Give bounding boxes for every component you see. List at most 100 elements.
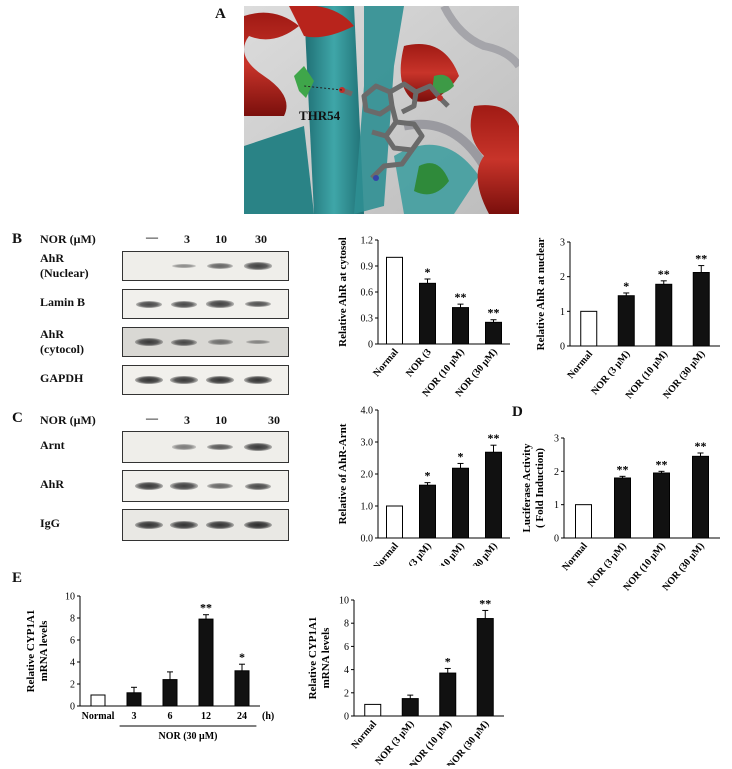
category-label: Normal (371, 347, 401, 379)
blot-b-lane-4: 30 (255, 232, 267, 246)
category-label: 12 (201, 711, 211, 722)
blot-strip (122, 365, 289, 395)
blot-band (207, 339, 233, 345)
significance-mark: ** (617, 462, 629, 476)
y-tick-label: 0 (344, 712, 349, 723)
blot-band (206, 376, 234, 384)
y-tick-label: 4 (344, 665, 349, 676)
chart-e-dose: 0 2 4 6 8 10 Relative CYP1A1 mRNA levels NormalN… (307, 596, 504, 766)
y-tick-label: 8 (344, 619, 349, 630)
y-tick-label: 0.9 (361, 262, 374, 273)
blot-strip (122, 251, 289, 281)
y-tick-label: 1 (560, 307, 565, 318)
blot-band (171, 263, 197, 269)
y-tick-label: 1.0 (361, 502, 374, 513)
blot-band (135, 482, 163, 490)
panel-label-e: E (12, 570, 23, 586)
bar (386, 505, 403, 539)
bar (162, 679, 178, 707)
chart-c-ahr-arnt: 0.0 1.0 2.0 3.0 4.0 Relative of AhR-Arnt Norma… (337, 406, 510, 566)
y-tick-label: 2 (70, 680, 75, 691)
blot-band (170, 300, 198, 308)
y-tick-label: 2 (344, 688, 349, 699)
bar (126, 692, 142, 707)
beta-strand-shape (304, 6, 364, 214)
significance-mark: ** (695, 439, 707, 453)
blot-band (135, 300, 163, 308)
significance-mark: * (239, 650, 245, 664)
significance-mark: ** (200, 601, 212, 615)
bar (485, 321, 502, 345)
significance-mark: ** (455, 290, 467, 304)
significance-mark: ** (479, 596, 491, 610)
y-axis-label: Relative AhR at cytosol (337, 237, 349, 347)
blot-c-lane-3: 10 (215, 413, 227, 427)
category-label: Normal (82, 711, 115, 722)
bar (575, 504, 592, 539)
bar (692, 272, 710, 347)
y-tick-label: 4.0 (361, 406, 374, 417)
significance-mark: ** (695, 252, 707, 266)
blot-row-label: AhR (cytocol) (40, 327, 84, 356)
blot-row-label: AhR (40, 477, 65, 491)
y-tick-label: 6 (344, 642, 349, 653)
protein-structure-image (244, 6, 519, 214)
bar (234, 670, 250, 707)
blot-band (244, 262, 272, 270)
significance-mark: ** (658, 267, 670, 281)
blot-b-lane-3: 10 (215, 232, 227, 246)
group-label: NOR (30 μM) (159, 731, 218, 742)
significance-mark: * (445, 654, 451, 668)
y-tick-label: 10 (339, 596, 349, 607)
y-tick-label: 4 (70, 658, 75, 669)
bar (580, 310, 598, 347)
panel-label-b: B (12, 231, 23, 247)
blot-band (206, 521, 234, 529)
blot-band (244, 482, 272, 490)
bar (419, 484, 436, 539)
blot-c-nor-label: NOR (μM) (40, 413, 96, 427)
bar (617, 295, 635, 347)
blot-row-label: IgG (40, 516, 61, 530)
bar (485, 451, 502, 539)
bar (692, 455, 709, 539)
y-tick-label: 0 (368, 340, 373, 351)
blot-band (170, 521, 198, 529)
y-tick-label: 0 (560, 342, 565, 353)
y-tick-label: 2 (554, 467, 559, 478)
category-label: Normal (566, 349, 596, 381)
category-label: NOR (3 μM) (391, 541, 434, 566)
blot-row-label: Lamin B (40, 295, 86, 309)
blot-b-lane-2: 3 (184, 232, 190, 246)
y-tick-label: 3.0 (361, 438, 374, 449)
blot-row-label: Arnt (40, 438, 65, 452)
bar (614, 477, 631, 539)
blot-row-label: GAPDH (40, 371, 84, 385)
category-label: 3 (132, 711, 137, 722)
blot-band (170, 482, 198, 490)
panel-label-d: D (512, 404, 523, 420)
blot-band (170, 338, 198, 346)
y-tick-label: 0.3 (361, 314, 374, 325)
y-tick-label: 2 (560, 272, 565, 283)
y-tick-label: 0 (70, 702, 75, 713)
blot-band (245, 339, 271, 345)
y-axis-label: Relative of AhR-Arnt (337, 423, 349, 524)
bar (653, 472, 670, 539)
blot-row-label: AhR (Nuclear) (40, 251, 89, 280)
blot-band (207, 263, 233, 269)
blot-band (135, 376, 163, 384)
bar (386, 256, 403, 345)
residue-label: THR54 (299, 108, 341, 123)
y-axis-label: Relative CYP1A1 (25, 610, 37, 693)
significance-mark: * (425, 265, 431, 279)
y-axis-label: Luciferase Activity (521, 443, 533, 532)
blot-band (171, 444, 197, 450)
category-label: NOR (30 μM) (660, 541, 706, 593)
significance-mark: * (623, 279, 629, 293)
bar (401, 698, 419, 717)
y-tick-label: 3 (554, 434, 559, 445)
y-tick-label: 10 (65, 592, 75, 603)
y-axis-label-2: mRNA levels (38, 620, 50, 682)
